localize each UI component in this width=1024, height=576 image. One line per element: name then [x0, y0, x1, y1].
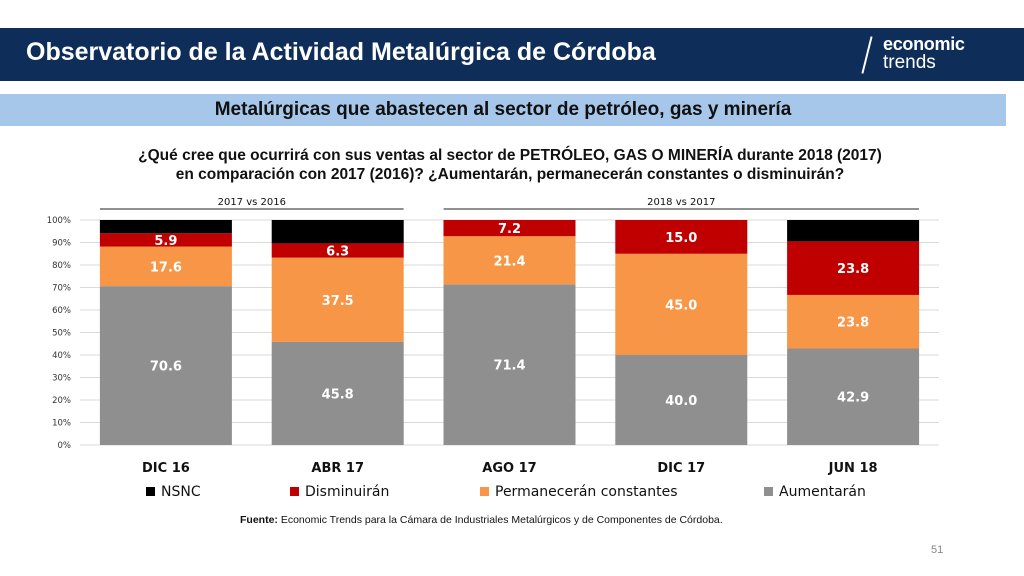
- bar-segment: [615, 355, 748, 445]
- source-label: Fuente:: [240, 514, 278, 526]
- bar-segment: [443, 220, 576, 237]
- logo-text-trends: trends: [883, 52, 936, 73]
- data-label: 71.4: [493, 359, 525, 374]
- data-label: 45.8: [322, 387, 354, 402]
- bar-segment: [615, 220, 748, 254]
- y-tick-label: 0%: [58, 441, 72, 451]
- bar-segment: [271, 243, 404, 258]
- data-label: 17.6: [150, 260, 182, 275]
- section-subtitle: Metalúrgicas que abastecen al sector de …: [214, 99, 792, 120]
- legend-label: Disminuirán: [305, 484, 390, 500]
- data-label: 21.4: [493, 254, 525, 269]
- y-tick-label: 50%: [52, 329, 71, 339]
- survey-question: ¿Qué cree que ocurrirá con sus ventas al…: [60, 146, 960, 184]
- question-line-2: en comparación con 2017 (2016)? ¿Aumenta…: [175, 166, 845, 183]
- data-label: 5.9: [154, 234, 177, 249]
- bar-segment: [99, 220, 232, 234]
- stacked-bar-chart: 0% 10% 20% 30% 40% 50% 60% 70% 80% 90% 100% 2017 vs…: [47, 197, 939, 476]
- legend-swatch: [764, 487, 773, 496]
- legend-label: Permanecerán constantes: [495, 484, 678, 500]
- data-label: 40.0: [665, 394, 697, 409]
- data-label: 70.6: [150, 360, 182, 375]
- bar-segment: [443, 284, 576, 445]
- bar-segment: [271, 257, 404, 342]
- data-label: 15.0: [665, 231, 697, 246]
- logo-text-economic: economic: [883, 34, 965, 54]
- legend-swatch: [290, 487, 299, 496]
- y-tick-label: 80%: [52, 261, 71, 271]
- x-category-label: DIC 17: [657, 461, 705, 476]
- y-tick-label: 40%: [52, 351, 71, 361]
- bar-segment: [271, 220, 404, 244]
- x-category-label: AGO 17: [482, 461, 536, 476]
- chart-legend: NSNC Disminuirán Permanecerán constantes Au…: [140, 484, 940, 502]
- x-category-label: JUN 18: [828, 461, 878, 476]
- bar-segment: [271, 341, 404, 445]
- y-tick-label: 20%: [52, 396, 71, 406]
- x-category-label: DIC 16: [142, 461, 190, 476]
- bar-segment: [443, 236, 576, 285]
- bar-segment: [99, 233, 232, 247]
- bar-segment: [99, 286, 232, 445]
- bar-segment: [99, 246, 232, 287]
- subtitle-bar: [0, 94, 1006, 126]
- data-label: 7.2: [498, 222, 521, 237]
- y-tick-label: 60%: [52, 306, 71, 316]
- legend-swatch: [480, 487, 489, 496]
- data-label: 45.0: [665, 298, 697, 313]
- bar-segment: [787, 241, 920, 295]
- data-label: 23.8: [837, 262, 869, 277]
- legend-label: NSNC: [161, 484, 201, 500]
- y-tick-label: 100%: [47, 216, 71, 226]
- y-tick-label: 10%: [52, 419, 71, 429]
- y-tick-label: 70%: [52, 284, 71, 294]
- source-text: Economic Trends para la Cámara de Indust…: [280, 514, 723, 526]
- header-bar: [0, 28, 1024, 81]
- bar-segment: [787, 294, 920, 349]
- x-category-label: ABR 17: [311, 461, 364, 476]
- economic-trends-logo: economic trends: [861, 32, 1006, 78]
- y-tick-label: 90%: [52, 239, 71, 249]
- legend-swatch: [146, 487, 155, 496]
- data-label: 23.8: [837, 316, 869, 331]
- data-label: 42.9: [837, 391, 869, 406]
- data-label: 6.3: [326, 244, 349, 259]
- period-group-label: 2018 vs 2017: [647, 197, 715, 208]
- bar-segment: [787, 348, 920, 445]
- legend-label: Aumentarán: [779, 484, 866, 500]
- page-title: Observatorio de la Actividad Metalúrgica…: [26, 38, 656, 66]
- question-line-1: ¿Qué cree que ocurrirá con sus ventas al…: [138, 147, 882, 164]
- period-group-label: 2017 vs 2016: [218, 197, 286, 208]
- source-note: Fuente: Economic Trends para la Cámara d…: [240, 514, 723, 526]
- bar-segment: [787, 220, 920, 242]
- y-tick-label: 30%: [52, 374, 71, 384]
- page-number: 51: [931, 544, 944, 556]
- bar-segment: [615, 253, 748, 355]
- data-label: 37.5: [322, 294, 354, 309]
